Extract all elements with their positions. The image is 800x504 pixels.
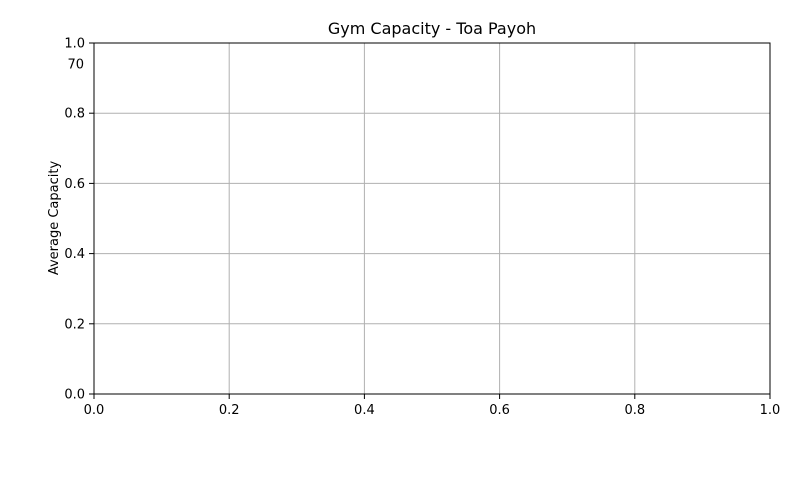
y-axis-label: Average Capacity — [47, 161, 62, 276]
x-tick-label: 0.8 — [624, 403, 645, 418]
x-tick-label: 0.4 — [354, 403, 375, 418]
x-tick-label: 0.6 — [489, 403, 510, 418]
x-tick-label: 0.2 — [219, 403, 240, 418]
y-tick-label: 0.2 — [64, 317, 85, 332]
y-tick-label: 0.0 — [64, 388, 85, 403]
x-tick-label: 1.0 — [760, 403, 781, 418]
annotations: 70 — [67, 58, 84, 73]
axis-ticks: 0.0 0.2 0.4 0.6 0.8 1.0 0.0 0.2 0.4 0.6 0.8 1.0 — [64, 37, 780, 419]
x-tick-label: 0.0 — [84, 403, 105, 418]
y-tick-label: 0.8 — [64, 107, 85, 122]
y-tick-label: 0.4 — [64, 247, 85, 262]
plot-area-frame — [93, 42, 771, 395]
annotation-label: 70 — [67, 58, 84, 73]
y-tick-label: 1.0 — [64, 37, 85, 52]
chart-title: Gym Capacity - Toa Payoh — [328, 19, 536, 38]
y-tick-label: 0.6 — [64, 177, 85, 192]
